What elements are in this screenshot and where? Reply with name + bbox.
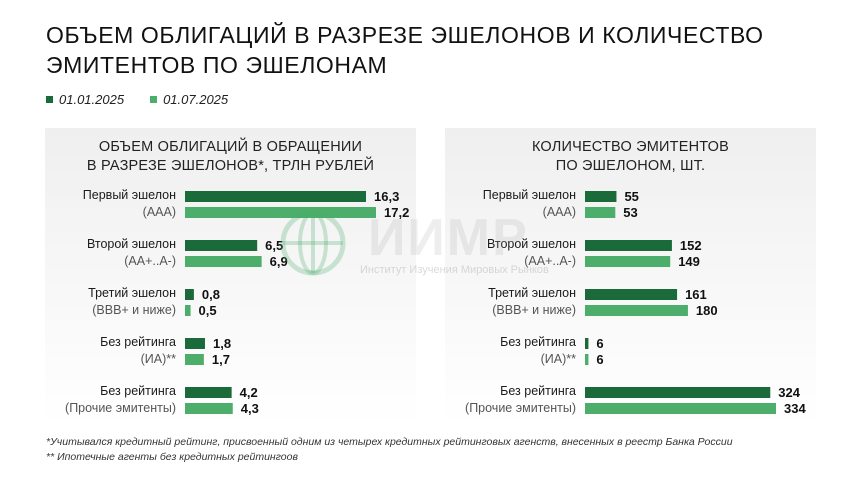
panel-title-line1: ОБЪЕМ ОБЛИГАЦИЙ В ОБРАЩЕНИИ	[98, 139, 363, 155]
footnote-2: ** Ипотечные агенты без кредитных рейтин…	[46, 451, 298, 463]
data-label: 334	[784, 401, 806, 416]
bond-volume-panel-title: ОБЪЕМ ОБЛИГАЦИЙ В ОБРАЩЕНИИ В РАЗРЕЗЕ ЭШ…	[45, 138, 416, 176]
category-label-sub: (ВВВ+ и ниже)	[492, 303, 576, 317]
issuer-count-panel: КОЛИЧЕСТВО ЭМИТЕНТОВ ПО ЭШЕЛОНОМ, ШТ. Пе…	[445, 128, 816, 425]
data-label: 152	[680, 238, 702, 253]
legend-label-series-b: 01.07.2025	[163, 92, 229, 107]
bar-series-b	[185, 207, 376, 218]
category-label: Второй эшелон (АА+..А-)	[487, 236, 576, 270]
bar-series-b	[185, 305, 191, 316]
category-label: Без рейтинга (ИА)**	[100, 334, 176, 368]
issuer-count-panel-title: КОЛИЧЕСТВО ЭМИТЕНТОВ ПО ЭШЕЛОНОМ, ШТ.	[445, 138, 816, 176]
data-label: 53	[623, 205, 637, 220]
bar-series-a	[585, 191, 617, 202]
bar-series-b	[185, 403, 233, 414]
legend-label-series-a: 01.01.2025	[59, 92, 125, 107]
category-label: Без рейтинга (ИА)**	[500, 334, 576, 368]
category-label: Первый эшелон (ААА)	[483, 187, 576, 221]
panel-title-line1: КОЛИЧЕСТВО ЭМИТЕНТОВ	[531, 139, 730, 155]
page-title: ОБЪЕМ ОБЛИГАЦИЙ В РАЗРЕЗЕ ЭШЕЛОНОВ И КОЛ…	[46, 22, 764, 78]
category-label-main: Без рейтинга	[500, 335, 576, 349]
bar-series-a	[185, 387, 232, 398]
category-label-main: Второй эшелон	[486, 237, 576, 251]
bars-svg: 16,317,2 6,56,9 0,80,5 1,81,7 4,24,3	[185, 189, 409, 416]
data-label: 55	[624, 189, 638, 204]
bar-series-a	[185, 240, 258, 251]
data-label: 6	[596, 336, 603, 351]
bar-series-b	[585, 354, 589, 365]
data-label: 16,3	[374, 189, 399, 204]
bar-series-b	[585, 256, 671, 267]
data-label: 4,3	[241, 401, 259, 416]
legend-swatch-light	[150, 96, 158, 103]
category-label-main: Третий эшелон	[488, 286, 576, 300]
category-label: Без рейтинга (Прочие эмитенты)	[465, 383, 576, 417]
data-label: 149	[678, 254, 700, 269]
category-label-sub: (ИА)**	[540, 352, 576, 366]
category-label-sub: (ААА)	[142, 205, 176, 219]
category-label-sub: (ИА)**	[140, 352, 176, 366]
bond-volume-panel: ОБЪЕМ ОБЛИГАЦИЙ В ОБРАЩЕНИИ В РАЗРЕЗЕ ЭШ…	[45, 128, 416, 425]
category-label: Без рейтинга (Прочие эмитенты)	[65, 383, 176, 417]
bar-series-b	[585, 207, 616, 218]
bar-series-b	[185, 354, 204, 365]
bar-series-a	[185, 191, 367, 202]
bar-series-a	[585, 338, 589, 349]
category-label: Третий эшелон (ВВВ+ и ниже)	[88, 285, 176, 319]
bar-series-b	[585, 403, 776, 414]
category-label-sub: (Прочие эмитенты)	[65, 401, 176, 415]
legend: 01.01.2025 01.07.2025	[46, 92, 228, 107]
legend-item-series-b: 01.07.2025	[150, 92, 228, 107]
data-label: 0,8	[202, 287, 220, 302]
category-label-main: Без рейтинга	[100, 335, 176, 349]
panel-title-line2: ПО ЭШЕЛОНОМ, ШТ.	[555, 158, 706, 174]
data-label: 17,2	[384, 205, 409, 220]
bar-series-a	[185, 289, 194, 300]
category-label-main: Третий эшелон	[88, 286, 176, 300]
data-label: 180	[696, 303, 718, 318]
data-label: 1,8	[213, 336, 231, 351]
data-label: 1,7	[212, 352, 230, 367]
panel-title-line2: В РАЗРЕЗЕ ЭШЕЛОНОВ*, ТРЛН РУБЛЕЙ	[86, 158, 375, 174]
category-label-main: Второй эшелон	[86, 237, 176, 251]
category-label: Первый эшелон (ААА)	[83, 187, 176, 221]
category-label: Второй эшелон (АА+..А-)	[87, 236, 176, 270]
data-label: 6	[596, 352, 603, 367]
category-label-sub: (Прочие эмитенты)	[465, 401, 576, 415]
category-label: Третий эшелон (ВВВ+ и ниже)	[488, 285, 576, 319]
category-label-main: Без рейтинга	[500, 384, 576, 398]
category-label-sub: (АА+..А-)	[124, 254, 176, 268]
data-label: 0,5	[199, 303, 217, 318]
data-label: 324	[778, 385, 800, 400]
bar-series-b	[185, 256, 262, 267]
data-label: 4,2	[240, 385, 258, 400]
data-label: 6,9	[270, 254, 288, 269]
bar-series-a	[585, 387, 771, 398]
data-label: 6,5	[265, 238, 283, 253]
legend-swatch-dark	[46, 96, 53, 103]
category-label-main: Первый эшелон	[482, 188, 576, 202]
category-label-sub: (ААА)	[542, 205, 576, 219]
category-label-sub: (ВВВ+ и ниже)	[92, 303, 176, 317]
footnote-1: *Учитывался кредитный рейтинг, присвоенн…	[46, 436, 733, 448]
category-label-sub: (АА+..А-)	[524, 254, 576, 268]
category-label-main: Без рейтинга	[100, 384, 176, 398]
bar-series-a	[185, 338, 205, 349]
data-label: 161	[685, 287, 707, 302]
bar-series-b	[585, 305, 688, 316]
category-label-main: Первый эшелон	[82, 188, 176, 202]
bar-series-a	[585, 289, 678, 300]
bar-series-a	[585, 240, 672, 251]
legend-item-series-a: 01.01.2025	[46, 92, 124, 107]
